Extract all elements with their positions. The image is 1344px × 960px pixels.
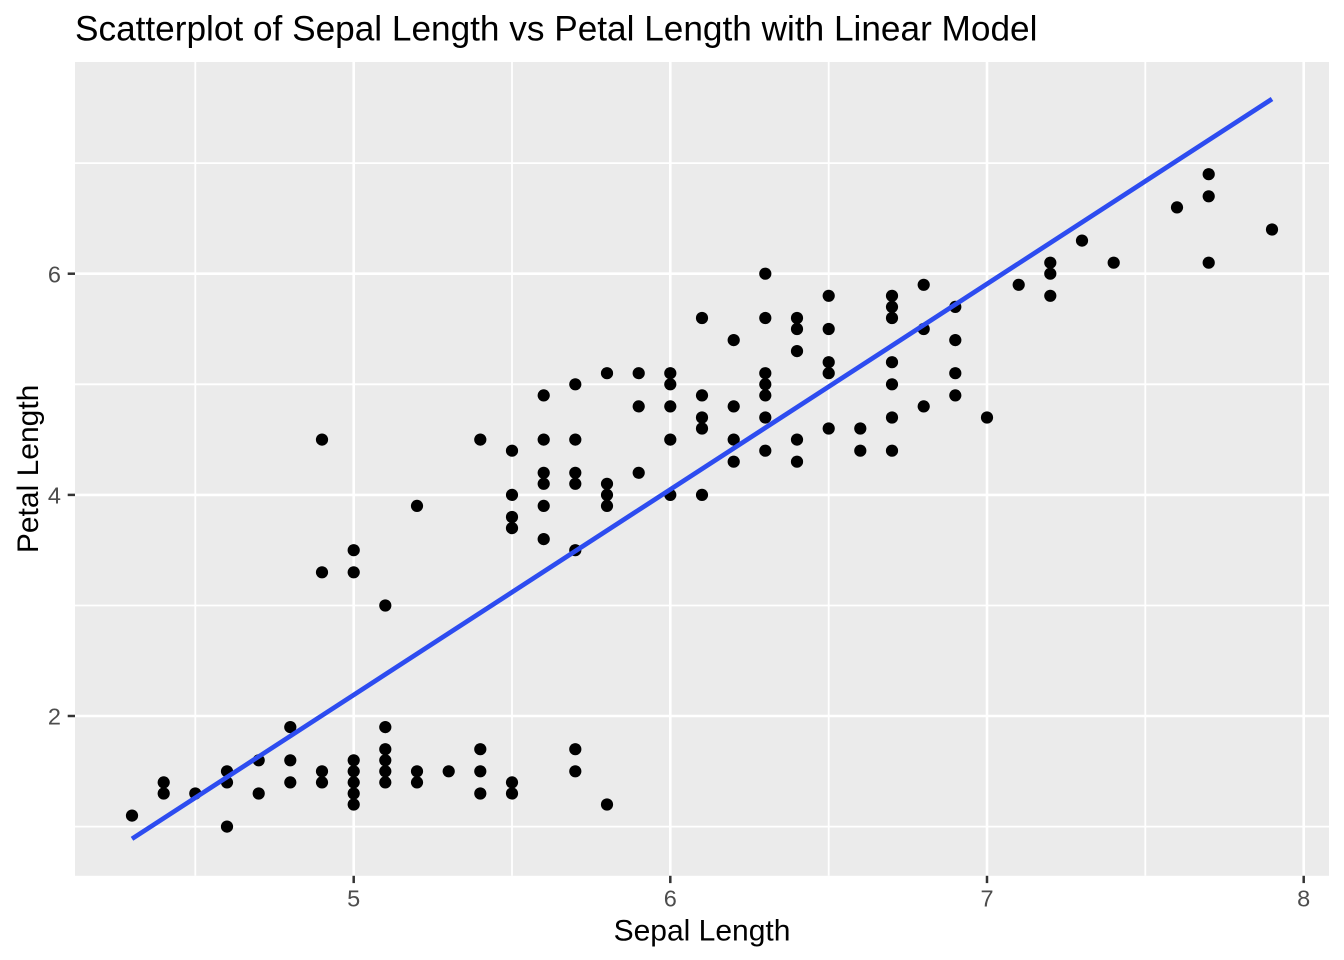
svg-text:4: 4 [48, 483, 61, 509]
svg-text:5: 5 [347, 886, 360, 912]
svg-text:6: 6 [664, 886, 677, 912]
svg-text:6: 6 [48, 261, 61, 287]
svg-text:Scatterplot of Sepal Length vs: Scatterplot of Sepal Length vs Petal Len… [75, 10, 1037, 49]
svg-text:Petal Length: Petal Length [12, 385, 45, 553]
svg-text:7: 7 [980, 886, 993, 912]
svg-text:Sepal Length: Sepal Length [614, 915, 791, 948]
svg-text:8: 8 [1297, 886, 1310, 912]
svg-text:2: 2 [48, 704, 61, 730]
